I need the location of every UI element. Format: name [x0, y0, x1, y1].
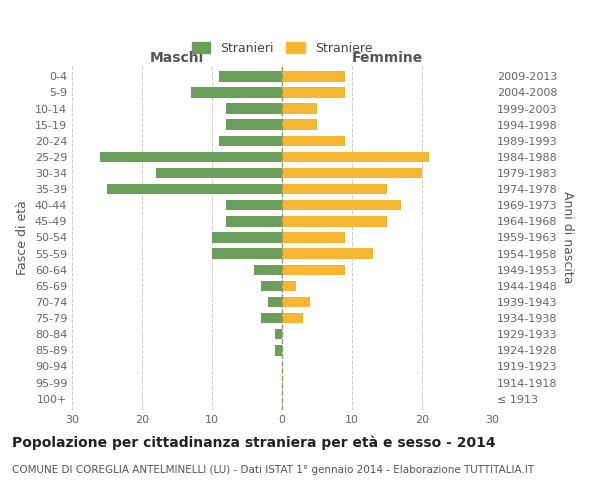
Bar — [282, 136, 345, 146]
Bar — [282, 280, 296, 291]
Bar — [282, 87, 345, 98]
Bar — [219, 136, 282, 146]
Y-axis label: Anni di nascita: Anni di nascita — [561, 191, 574, 284]
Bar — [261, 313, 282, 324]
Bar — [282, 104, 317, 114]
Bar — [282, 168, 422, 178]
Bar — [282, 313, 303, 324]
Text: COMUNE DI COREGLIA ANTELMINELLI (LU) - Dati ISTAT 1° gennaio 2014 - Elaborazione: COMUNE DI COREGLIA ANTELMINELLI (LU) - D… — [12, 465, 534, 475]
Bar — [282, 120, 317, 130]
Bar — [212, 248, 282, 259]
Bar — [254, 264, 282, 275]
Text: Femmine: Femmine — [352, 51, 422, 65]
Bar — [100, 152, 282, 162]
Bar — [191, 87, 282, 98]
Bar — [261, 280, 282, 291]
Text: Popolazione per cittadinanza straniera per età e sesso - 2014: Popolazione per cittadinanza straniera p… — [12, 435, 496, 450]
Bar — [226, 200, 282, 210]
Text: Maschi: Maschi — [150, 51, 204, 65]
Bar — [268, 296, 282, 307]
Bar — [282, 232, 345, 242]
Bar — [275, 329, 282, 340]
Bar — [282, 248, 373, 259]
Bar — [107, 184, 282, 194]
Bar — [282, 200, 401, 210]
Bar — [212, 232, 282, 242]
Bar — [282, 184, 387, 194]
Bar — [226, 104, 282, 114]
Bar — [282, 296, 310, 307]
Bar — [282, 264, 345, 275]
Legend: Stranieri, Straniere: Stranieri, Straniere — [187, 36, 377, 60]
Bar — [282, 216, 387, 226]
Bar — [226, 120, 282, 130]
Bar — [282, 71, 345, 82]
Bar — [282, 152, 429, 162]
Bar — [275, 345, 282, 356]
Bar — [219, 71, 282, 82]
Bar — [156, 168, 282, 178]
Bar — [226, 216, 282, 226]
Y-axis label: Fasce di età: Fasce di età — [16, 200, 29, 275]
